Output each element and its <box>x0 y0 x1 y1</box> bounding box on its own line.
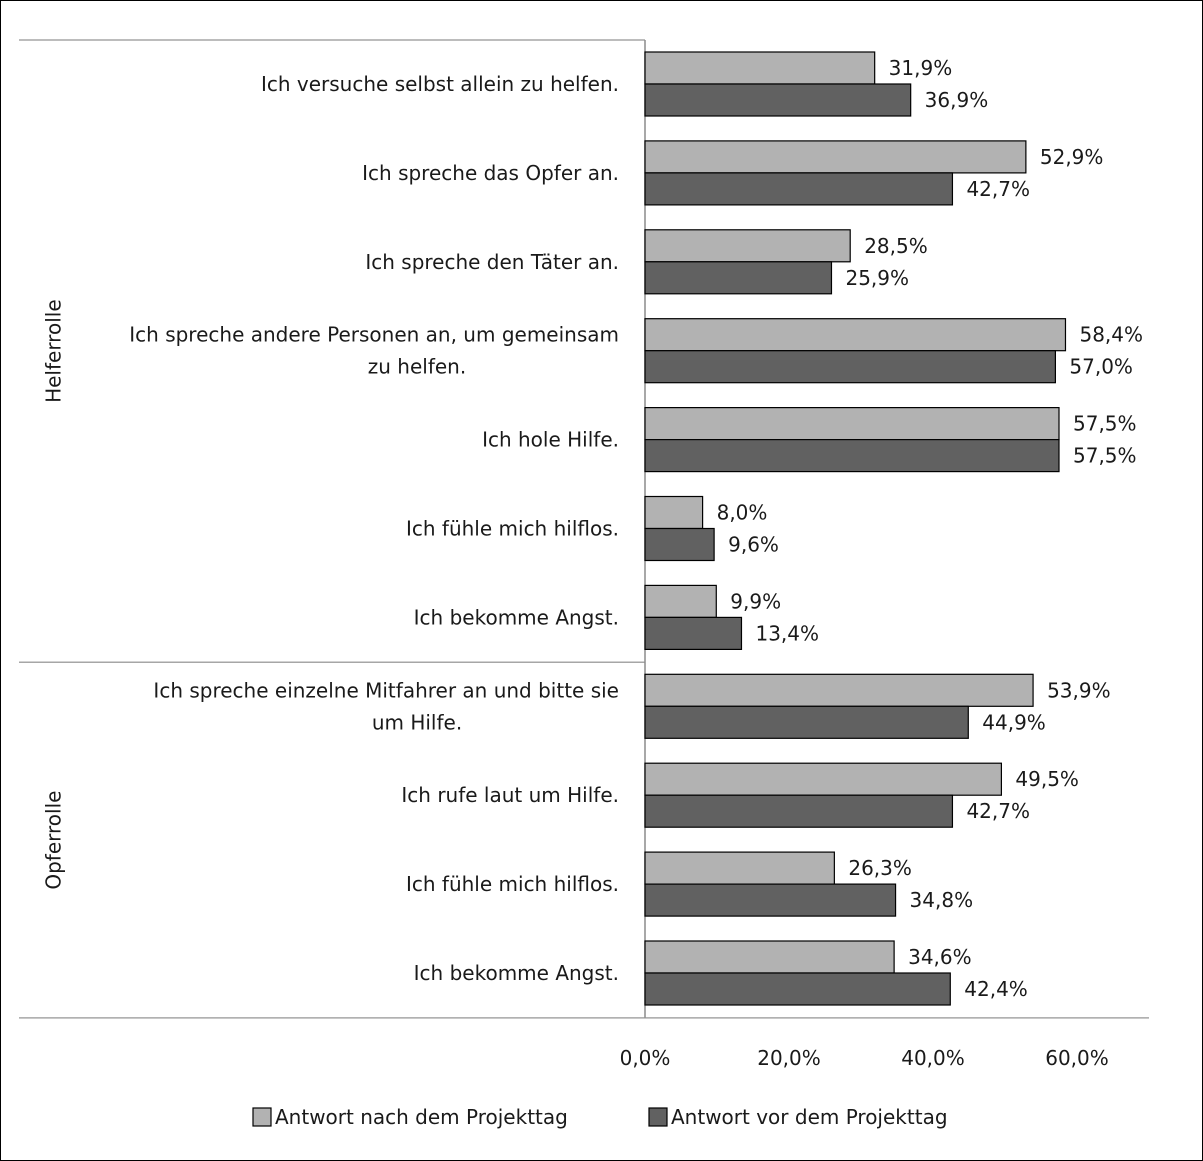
data-label: 9,9% <box>730 589 781 613</box>
legend-label: Antwort nach dem Projekttag <box>275 1105 568 1129</box>
data-label: 13,4% <box>755 621 819 645</box>
data-label: 49,5% <box>1015 767 1079 791</box>
data-label: 52,9% <box>1040 145 1104 169</box>
data-label: 36,9% <box>925 88 989 112</box>
data-label: 25,9% <box>845 266 909 290</box>
category-label: Ich hole Hilfe. <box>482 428 619 452</box>
legend-swatch <box>252 1107 272 1127</box>
bar-after <box>644 673 1034 707</box>
data-label: 31,9% <box>889 56 953 80</box>
data-label: 57,0% <box>1069 355 1133 379</box>
bar-before <box>644 527 715 562</box>
data-label: 58,4% <box>1079 323 1143 347</box>
bar-after <box>644 407 1060 441</box>
x-tick-label: 20,0% <box>757 1046 821 1070</box>
data-label: 26,3% <box>848 856 912 880</box>
x-tick-label: 40,0% <box>901 1046 965 1070</box>
data-label: 44,9% <box>982 710 1046 734</box>
data-label: 42,4% <box>964 977 1028 1001</box>
bar-after <box>644 140 1027 174</box>
bar-before <box>644 705 969 739</box>
category-label: Ich spreche das Opfer an. <box>362 161 619 185</box>
bar-before <box>644 439 1060 473</box>
bar-after <box>644 495 704 530</box>
x-tick-label: 0,0% <box>620 1046 671 1070</box>
category-label: Ich spreche andere Personen an, um gemei… <box>129 323 619 347</box>
bar-before <box>644 616 743 651</box>
data-label: 53,9% <box>1047 678 1111 702</box>
bar-after <box>644 318 1067 352</box>
data-label: 9,6% <box>728 533 779 557</box>
group-label: Helferrolle <box>42 299 66 403</box>
data-label: 34,8% <box>910 888 974 912</box>
data-label: 28,5% <box>864 234 928 258</box>
category-label: zu helfen. <box>368 355 466 379</box>
data-label: 34,6% <box>908 945 972 969</box>
bar-after <box>644 940 895 974</box>
category-label: Ich fühle mich hilflos. <box>406 872 619 896</box>
x-tick-label: 60,0% <box>1045 1046 1109 1070</box>
bar-after <box>644 762 1002 796</box>
category-label: um Hilfe. <box>372 710 462 734</box>
data-label: 57,5% <box>1073 444 1137 468</box>
group-label: Opferrolle <box>42 791 66 890</box>
bar-after <box>644 584 717 619</box>
category-label: Ich fühle mich hilflos. <box>406 517 619 541</box>
data-label: 42,7% <box>966 799 1030 823</box>
bar-before <box>644 972 951 1006</box>
category-label: Ich spreche den Täter an. <box>365 250 619 274</box>
category-label: Ich versuche selbst allein zu helfen. <box>261 72 619 96</box>
category-label: Ich rufe laut um Hilfe. <box>401 783 619 807</box>
category-label: Ich bekomme Angst. <box>414 961 619 985</box>
bar-before <box>644 172 954 206</box>
category-label: Ich bekomme Angst. <box>414 605 619 629</box>
bar-before <box>644 883 897 917</box>
bar-before <box>644 261 833 295</box>
legend-label: Antwort vor dem Projekttag <box>671 1105 948 1129</box>
data-label: 57,5% <box>1073 412 1137 436</box>
bar-after <box>644 51 876 85</box>
bar-before <box>644 350 1056 384</box>
bar-after <box>644 229 851 263</box>
data-label: 8,0% <box>717 501 768 525</box>
bar-before <box>644 794 954 828</box>
category-label: Ich spreche einzelne Mitfahrer an und bi… <box>153 678 619 702</box>
legend-swatch <box>648 1107 668 1127</box>
data-label: 42,7% <box>966 177 1030 201</box>
bar-after <box>644 851 835 885</box>
bar-before <box>644 83 912 117</box>
